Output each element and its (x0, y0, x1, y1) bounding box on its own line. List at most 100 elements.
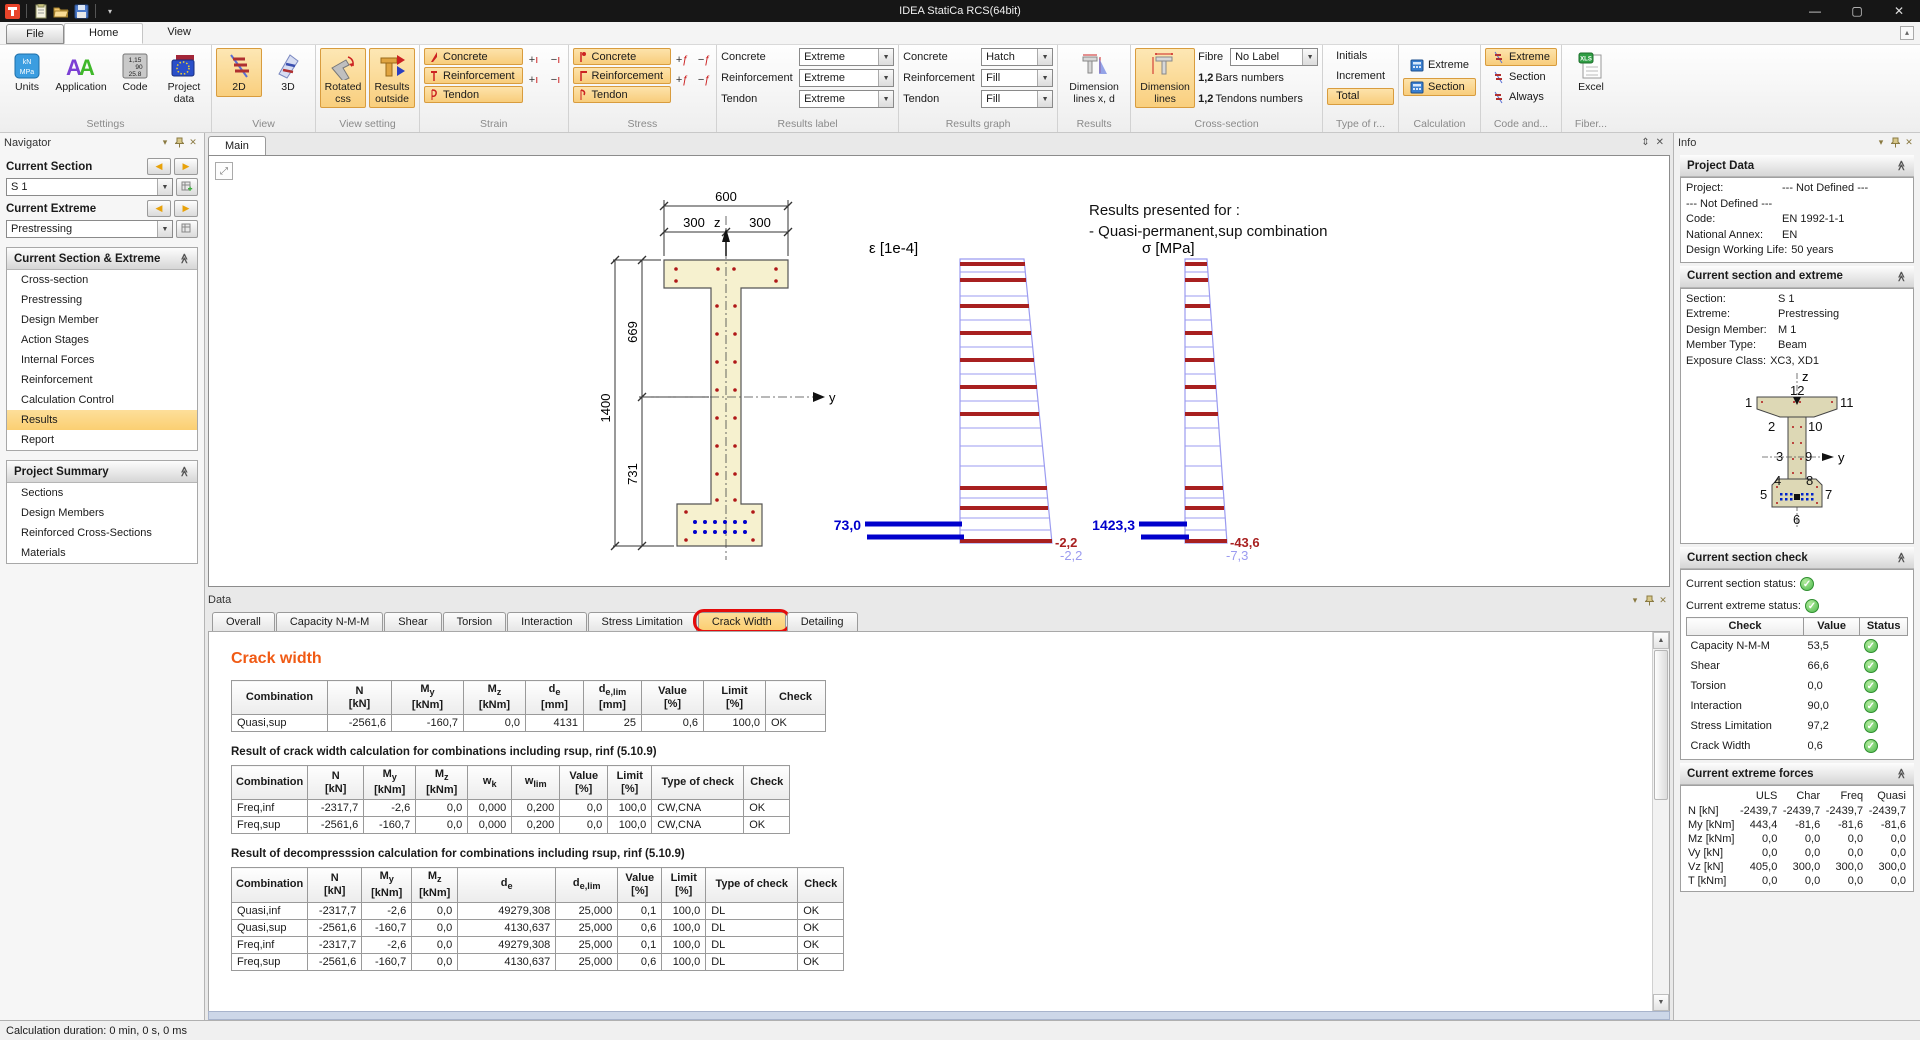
current-section-extreme-header[interactable]: Current section and extreme ≫ (1680, 265, 1914, 288)
scroll-down-button[interactable]: ▼ (1653, 994, 1669, 1011)
nav-item-cross-section[interactable]: Cross-section (21, 274, 89, 286)
nav-item-materials[interactable]: Materials (21, 547, 66, 559)
project-data-header[interactable]: Project Data ≫ (1680, 155, 1914, 177)
tab-main[interactable]: Main (208, 136, 266, 155)
tab-file[interactable]: File (6, 24, 64, 44)
code-always-button[interactable]: Always (1485, 88, 1557, 106)
stress-minus2-icon[interactable]: −ƒ (697, 74, 711, 86)
tab-torsion[interactable]: Torsion (442, 612, 507, 631)
nav-item-prestressing[interactable]: Prestressing (21, 294, 83, 306)
code-section-button[interactable]: Section (1485, 68, 1557, 86)
tab-crack-width[interactable]: Crack Width (692, 609, 791, 633)
code-button[interactable]: 1,15 90 25.8 Code (112, 48, 158, 97)
results-graph-concrete-combo[interactable]: Hatch ▼ (981, 48, 1054, 66)
dimension-lines-button[interactable]: Dimension lines (1135, 48, 1196, 108)
new-file-icon[interactable] (33, 3, 49, 19)
units-button[interactable]: kN MPa Units (4, 48, 50, 97)
stress-reinforcement-button[interactable]: Reinforcement (572, 67, 672, 84)
nav-item-action-stages[interactable]: Action Stages (21, 334, 89, 346)
fibre-combo[interactable]: No Label ▼ (1230, 48, 1319, 66)
results-outside-button[interactable]: Results outside (369, 48, 415, 108)
results-graph-reinforcement-combo[interactable]: Fill ▼ (981, 69, 1054, 87)
stress-plus-icon[interactable]: +ƒ (675, 54, 689, 66)
calculation-extreme-button[interactable]: Extreme (1403, 56, 1476, 74)
fit-view-icon[interactable]: ⤢ (215, 162, 233, 180)
excel-button[interactable]: XLS Excel (1566, 48, 1616, 97)
results-label-concrete-combo[interactable]: Extreme ▼ (799, 48, 895, 66)
bars-numbers-toggle[interactable]: 1,2 Bars numbers (1198, 72, 1284, 84)
results-label-tendon-combo[interactable]: Extreme ▼ (799, 90, 895, 108)
strain-plus-icon[interactable]: +ı (528, 54, 539, 66)
section-manage-button[interactable] (176, 178, 198, 196)
open-file-icon[interactable] (53, 3, 69, 19)
nav-item-internal-forces[interactable]: Internal Forces (21, 354, 95, 366)
tendons-numbers-toggle[interactable]: 1,2 Tendons numbers (1198, 93, 1303, 105)
calculation-section-button[interactable]: Section (1403, 78, 1476, 96)
results-label-reinforcement-combo[interactable]: Extreme ▼ (799, 69, 895, 87)
tab-shear[interactable]: Shear (384, 612, 442, 631)
section-prev-button[interactable]: ◀ (147, 158, 171, 175)
nav-item-reinforcement[interactable]: Reinforcement (21, 374, 93, 386)
nav-item-reinforced-cross-sections[interactable]: Reinforced Cross-Sections (21, 527, 152, 539)
stress-minus-icon[interactable]: −ƒ (697, 54, 711, 66)
scroll-up-button[interactable]: ▲ (1653, 632, 1669, 649)
strain-minus2-icon[interactable]: −ı (550, 74, 561, 86)
tab-home[interactable]: Home (64, 23, 144, 44)
nav-item-results[interactable]: Results (7, 410, 197, 430)
strain-concrete-button[interactable]: Concrete (424, 48, 523, 65)
extreme-manage-button[interactable] (176, 220, 198, 238)
close-icon[interactable]: ✕ (189, 137, 197, 147)
current-section-check-header[interactable]: Current section check ≫ (1680, 547, 1914, 569)
tab-interaction[interactable]: Interaction (507, 612, 587, 631)
pin-icon[interactable] (1642, 593, 1656, 607)
close-icon[interactable]: ✕ (1659, 594, 1667, 605)
nav-item-design-member[interactable]: Design Member (21, 314, 99, 326)
results-graph-tendon-combo[interactable]: Fill ▼ (981, 90, 1054, 108)
extreme-prev-button[interactable]: ◀ (147, 200, 171, 217)
strain-minus-icon[interactable]: −ı (550, 54, 561, 66)
minimize-button[interactable]: — (1809, 4, 1821, 18)
main-canvas[interactable]: ⤢ Results presented for : - Quasi-perman… (208, 155, 1670, 587)
tab-stress-limitation[interactable]: Stress Limitation (587, 612, 697, 631)
initials-button[interactable]: Initials (1336, 50, 1368, 62)
tab-view[interactable]: View (167, 26, 191, 38)
strain-tendon-button[interactable]: Tendon (424, 86, 523, 103)
stress-concrete-button[interactable]: Concrete (572, 48, 672, 65)
nav-item-calculation-control[interactable]: Calculation Control (21, 394, 114, 406)
close-icon[interactable]: ✕ (1655, 137, 1664, 148)
nav-item-design-members[interactable]: Design Members (21, 507, 105, 519)
panel-menu-icon[interactable]: ▾ (1878, 137, 1884, 147)
stress-tendon-button[interactable]: Tendon (572, 86, 672, 103)
panel-menu-icon[interactable]: ▾ (162, 137, 168, 147)
nav-item-sections[interactable]: Sections (21, 487, 64, 499)
project-data-button[interactable]: Project data (161, 48, 207, 108)
code-extreme-button[interactable]: Extreme (1484, 48, 1557, 66)
qat-dropdown-icon[interactable]: ▾ (107, 6, 112, 16)
maximize-button[interactable]: ▢ (1851, 4, 1863, 18)
current-extreme-combo[interactable]: Prestressing ▼ (6, 220, 173, 238)
ribbon-collapse-button[interactable]: ▴ (1900, 26, 1914, 40)
extreme-next-button[interactable]: ▶ (174, 200, 198, 217)
panel-menu-icon[interactable]: ▾ (1632, 594, 1638, 605)
vertical-scrollbar[interactable]: ▲ ▼ (1652, 632, 1669, 1011)
stress-plus2-icon[interactable]: +ƒ (675, 74, 689, 86)
view-3d-button[interactable]: 3D (265, 48, 311, 97)
close-button[interactable]: ✕ (1893, 4, 1905, 18)
section-next-button[interactable]: ▶ (174, 158, 198, 175)
total-button[interactable]: Total (1327, 88, 1395, 105)
strain-plus2-icon[interactable]: +ı (528, 74, 539, 86)
pin-icon[interactable] (172, 136, 186, 150)
section-extreme-group-header[interactable]: Current Section & Extreme ≫ (7, 248, 197, 270)
undock-icon[interactable]: ⇕ (1641, 137, 1650, 148)
current-extreme-forces-header[interactable]: Current extreme forces ≫ (1680, 763, 1914, 785)
strain-reinforcement-button[interactable]: Reinforcement (424, 67, 523, 84)
tab-overall[interactable]: Overall (212, 612, 275, 631)
save-icon[interactable] (73, 3, 89, 19)
scroll-thumb[interactable] (1654, 650, 1668, 800)
view-2d-button[interactable]: 2D (216, 48, 262, 97)
increment-button[interactable]: Increment (1336, 70, 1386, 82)
horizontal-scrollbar[interactable] (208, 1011, 1670, 1020)
current-section-combo[interactable]: S 1 ▼ (6, 178, 173, 196)
tab-capacity-nmm[interactable]: Capacity N-M-M (275, 612, 384, 631)
